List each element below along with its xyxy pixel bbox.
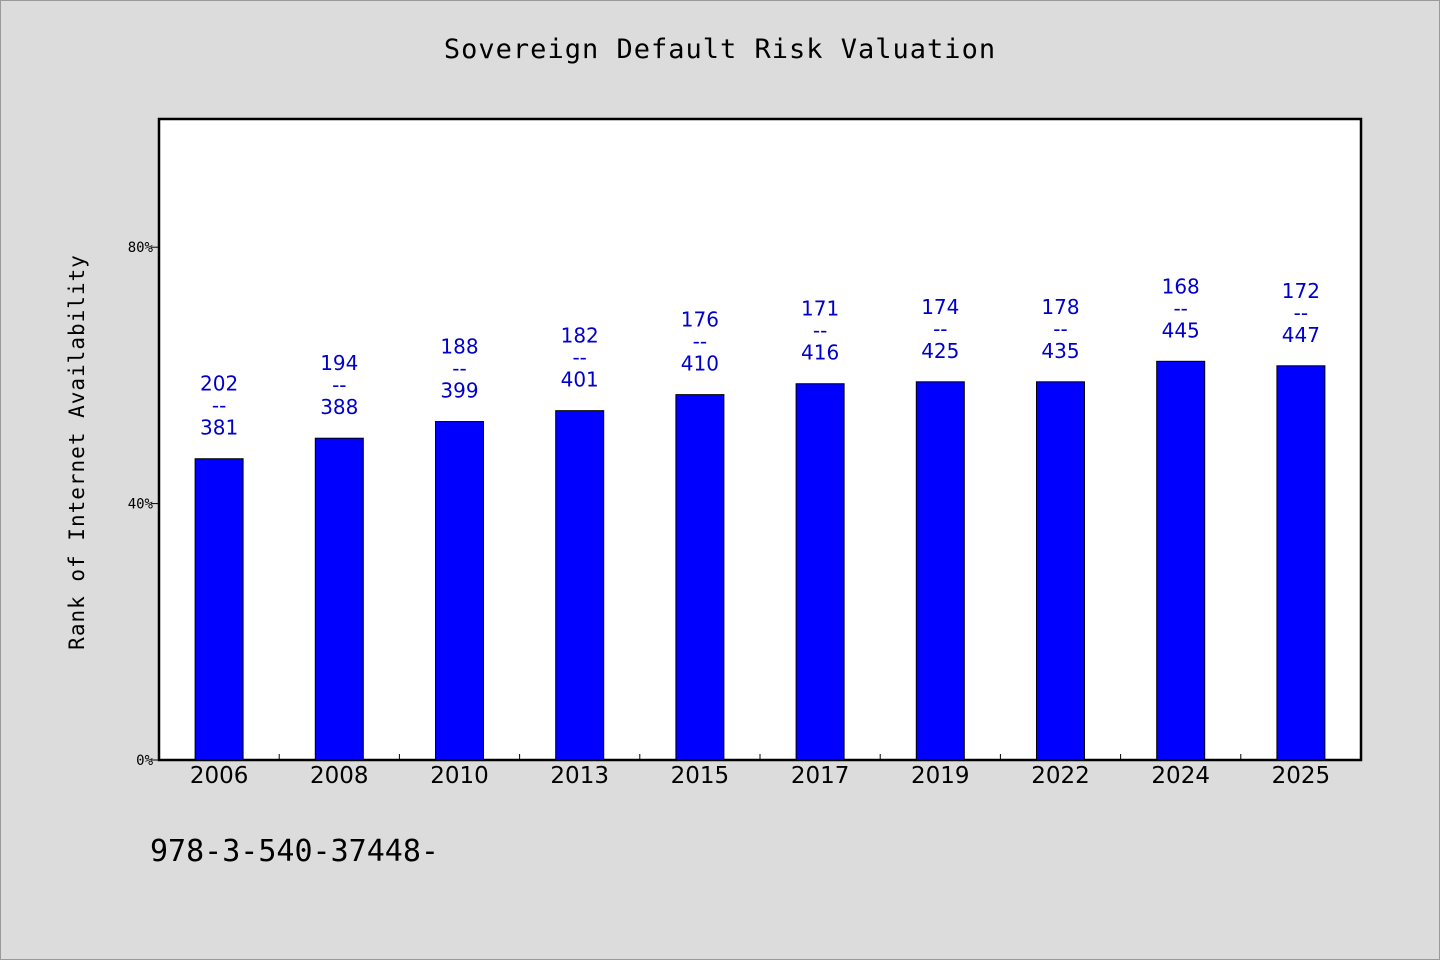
data-label: 182 <box>561 324 599 348</box>
data-label: -- <box>933 317 947 341</box>
data-label: 188 <box>440 335 478 359</box>
data-label: -- <box>572 346 586 370</box>
bar-2019 <box>915 381 965 761</box>
bar-2025 <box>1276 365 1326 761</box>
data-label: 401 <box>561 368 599 392</box>
x-tick-label: 2015 <box>671 763 730 789</box>
data-label: 399 <box>440 379 478 403</box>
x-tick-label: 2024 <box>1151 763 1210 789</box>
data-label: -- <box>693 330 707 354</box>
data-label: 194 <box>320 351 358 375</box>
data-label: -- <box>452 357 466 381</box>
data-label: 410 <box>681 352 719 376</box>
bar-2024 <box>1156 360 1206 761</box>
data-label: 435 <box>1041 339 1079 363</box>
x-tick-label: 2013 <box>550 763 609 789</box>
data-label: -- <box>332 373 346 397</box>
data-label: 447 <box>1282 323 1320 347</box>
x-tick-label: 2006 <box>190 763 249 789</box>
footnote: 978-3-540-37448- <box>150 834 439 869</box>
data-label: 171 <box>801 297 839 321</box>
bar-2015 <box>675 394 725 761</box>
data-label: -- <box>813 319 827 343</box>
data-label: 388 <box>320 395 358 419</box>
bar-2008 <box>314 437 364 761</box>
data-label: 202 <box>200 372 238 396</box>
x-tick-label: 2008 <box>310 763 369 789</box>
x-tick-label: 2017 <box>791 763 850 789</box>
data-label: 445 <box>1162 318 1200 342</box>
bar-2017 <box>795 383 845 761</box>
data-label: 168 <box>1162 274 1200 298</box>
x-tick-label: 2019 <box>911 763 970 789</box>
x-tick-label: 2025 <box>1272 763 1331 789</box>
y-tick-label: 80% <box>128 240 154 256</box>
bar-2010 <box>435 421 484 761</box>
data-label: -- <box>1294 301 1308 325</box>
data-label: 174 <box>921 295 959 319</box>
data-label: 425 <box>921 339 959 363</box>
data-label: -- <box>212 394 226 418</box>
data-label: -- <box>1173 296 1187 320</box>
y-axis-label: Rank of Internet Availability <box>65 254 89 650</box>
data-label: 176 <box>681 308 719 332</box>
y-tick-label: 0% <box>136 753 153 769</box>
data-label: -- <box>1053 317 1067 341</box>
chart-title: Sovereign Default Risk Valuation <box>443 34 997 65</box>
bar-2013 <box>555 410 605 761</box>
x-tick-label: 2022 <box>1031 763 1090 789</box>
data-label: 416 <box>801 341 839 365</box>
bar-2022 <box>1036 381 1085 761</box>
x-tick-label: 2010 <box>430 763 489 789</box>
bar-2006 <box>194 458 244 761</box>
data-label: 178 <box>1041 295 1079 319</box>
y-tick-label: 40% <box>128 497 154 513</box>
data-label: 172 <box>1282 279 1320 303</box>
data-label: 381 <box>200 416 238 440</box>
